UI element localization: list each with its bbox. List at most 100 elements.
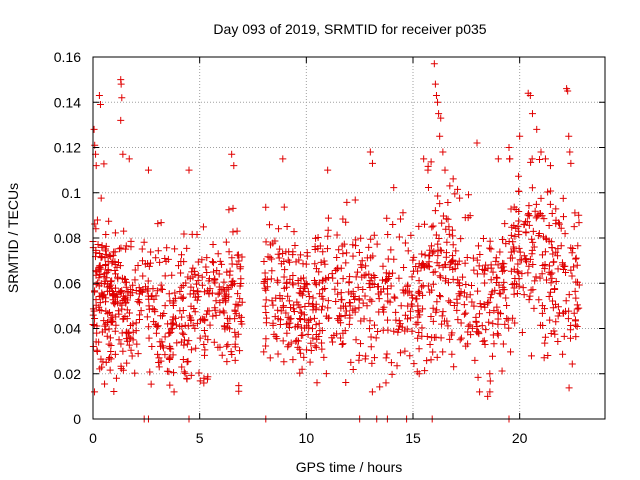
data-point bbox=[122, 298, 130, 306]
data-point bbox=[168, 324, 176, 332]
data-point bbox=[147, 248, 155, 256]
data-point bbox=[96, 101, 104, 109]
data-point bbox=[128, 352, 136, 360]
data-point bbox=[122, 245, 130, 253]
data-point bbox=[473, 256, 481, 264]
data-point bbox=[407, 231, 415, 239]
data-point bbox=[165, 290, 173, 298]
data-point bbox=[177, 258, 185, 266]
data-point bbox=[432, 231, 440, 239]
data-point bbox=[231, 343, 239, 351]
data-point bbox=[436, 293, 444, 301]
data-point bbox=[552, 205, 560, 213]
data-point bbox=[116, 262, 124, 270]
data-point bbox=[134, 350, 142, 358]
data-point bbox=[501, 320, 509, 328]
data-point bbox=[471, 356, 479, 364]
data-point bbox=[111, 350, 119, 358]
data-point bbox=[468, 324, 476, 332]
data-point bbox=[107, 355, 115, 363]
data-point bbox=[541, 339, 549, 347]
data-point bbox=[410, 360, 418, 368]
data-point bbox=[387, 246, 395, 254]
data-point bbox=[92, 162, 100, 170]
data-point bbox=[456, 336, 464, 344]
data-point bbox=[117, 80, 125, 88]
data-point bbox=[204, 336, 212, 344]
data-point bbox=[285, 324, 293, 332]
data-point bbox=[464, 322, 472, 330]
data-points bbox=[89, 60, 583, 423]
data-point bbox=[414, 318, 422, 326]
data-point bbox=[572, 333, 580, 341]
data-point bbox=[444, 199, 452, 207]
data-point bbox=[419, 305, 427, 313]
data-point bbox=[134, 298, 142, 306]
data-point bbox=[225, 293, 233, 301]
data-point bbox=[369, 252, 377, 260]
data-point bbox=[134, 262, 142, 270]
data-point bbox=[236, 282, 244, 290]
data-point bbox=[465, 191, 473, 199]
data-point bbox=[474, 373, 482, 381]
data-point bbox=[470, 266, 478, 274]
data-point bbox=[119, 347, 127, 355]
data-point bbox=[459, 273, 467, 281]
data-point bbox=[520, 291, 528, 299]
data-point bbox=[301, 303, 309, 311]
data-point bbox=[161, 302, 169, 310]
data-point bbox=[415, 287, 423, 295]
data-point bbox=[97, 306, 105, 314]
data-point bbox=[474, 287, 482, 295]
data-point bbox=[159, 344, 167, 352]
data-point bbox=[495, 289, 503, 297]
data-point bbox=[202, 263, 210, 271]
data-point bbox=[146, 259, 154, 267]
data-point bbox=[454, 276, 462, 284]
data-point bbox=[359, 286, 367, 294]
data-point bbox=[368, 359, 376, 367]
data-point bbox=[429, 317, 437, 325]
data-point bbox=[157, 281, 165, 289]
data-point bbox=[444, 279, 452, 287]
data-point bbox=[293, 336, 301, 344]
data-point bbox=[456, 194, 464, 202]
data-point bbox=[361, 355, 369, 363]
data-point bbox=[524, 269, 532, 277]
data-point bbox=[542, 276, 550, 284]
data-point bbox=[574, 278, 582, 286]
data-point bbox=[227, 348, 235, 356]
data-point bbox=[461, 214, 469, 222]
data-point bbox=[530, 243, 538, 251]
x-tick-label: 0 bbox=[89, 430, 97, 446]
data-point bbox=[170, 388, 178, 396]
data-point bbox=[383, 214, 391, 222]
data-point bbox=[493, 278, 501, 286]
data-point bbox=[343, 198, 351, 206]
data-point bbox=[436, 272, 444, 280]
data-point bbox=[345, 279, 353, 287]
data-point bbox=[429, 268, 437, 276]
data-point bbox=[269, 321, 277, 329]
data-point bbox=[305, 316, 313, 324]
data-point bbox=[368, 388, 376, 396]
data-point bbox=[301, 284, 309, 292]
data-point bbox=[525, 212, 533, 220]
data-point bbox=[183, 340, 191, 348]
data-point bbox=[551, 330, 559, 338]
data-point bbox=[163, 367, 171, 375]
data-point bbox=[355, 304, 363, 312]
data-point bbox=[427, 356, 435, 364]
data-point bbox=[500, 278, 508, 286]
data-point bbox=[148, 292, 156, 300]
data-point bbox=[189, 264, 197, 272]
data-point bbox=[164, 320, 172, 328]
data-point bbox=[136, 287, 144, 295]
data-point bbox=[127, 285, 135, 293]
data-point bbox=[132, 319, 140, 327]
data-point bbox=[373, 240, 381, 248]
data-point bbox=[287, 315, 295, 323]
data-point bbox=[203, 375, 211, 383]
data-point bbox=[447, 259, 455, 267]
data-point bbox=[339, 340, 347, 348]
